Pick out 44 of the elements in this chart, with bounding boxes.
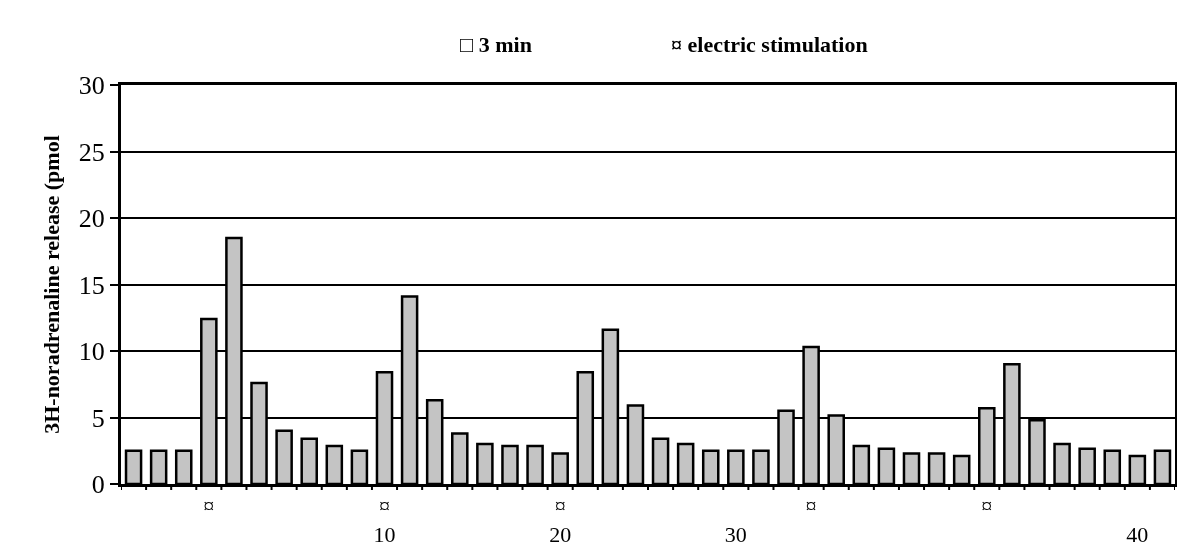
bar (325, 444, 344, 484)
bar (651, 437, 670, 484)
y-axis-title: 3H-noradrenaline release (pmol (38, 135, 64, 434)
bar (476, 442, 494, 484)
bar (501, 444, 519, 484)
text: ¤ electric stimulation (671, 32, 868, 57)
text: □ 3 min (460, 32, 532, 57)
bar (952, 454, 971, 484)
bar (526, 444, 544, 484)
y-tick-label: 10 (78, 337, 105, 367)
bar (1153, 449, 1172, 484)
y-tick-label: 25 (78, 137, 105, 167)
bar (752, 449, 770, 484)
bar (1128, 454, 1147, 484)
bar (149, 449, 168, 484)
bar (124, 449, 143, 484)
bar (1078, 447, 1096, 484)
bar (877, 447, 896, 484)
bar (701, 449, 720, 484)
x-tick-label: ¤ (203, 493, 215, 519)
bar (350, 449, 369, 484)
x-tick-label: ¤ (981, 493, 993, 519)
x-tick-label: 40 (1126, 522, 1149, 547)
bar (275, 429, 293, 484)
bar (902, 452, 921, 484)
bar (300, 437, 318, 484)
bar (451, 432, 469, 484)
x-tick-label: ¤ 10 (373, 493, 396, 547)
bar (852, 444, 871, 484)
y-tick-label: 0 (91, 470, 105, 500)
bar (551, 452, 569, 484)
bar (1103, 449, 1122, 484)
bar (1053, 442, 1071, 484)
y-tick-label: 20 (78, 204, 105, 234)
y-tick-label: 5 (91, 403, 105, 433)
x-tick-label: 30 (724, 522, 747, 547)
x-tick-label: ¤ 20 (549, 493, 572, 547)
bar (676, 442, 695, 484)
y-tick-label: 30 (78, 71, 105, 101)
y-tick-label: 15 (78, 270, 105, 300)
bar (174, 449, 193, 484)
bar (727, 449, 745, 484)
bar (927, 452, 946, 484)
x-tick-label: ¤ (805, 493, 817, 519)
